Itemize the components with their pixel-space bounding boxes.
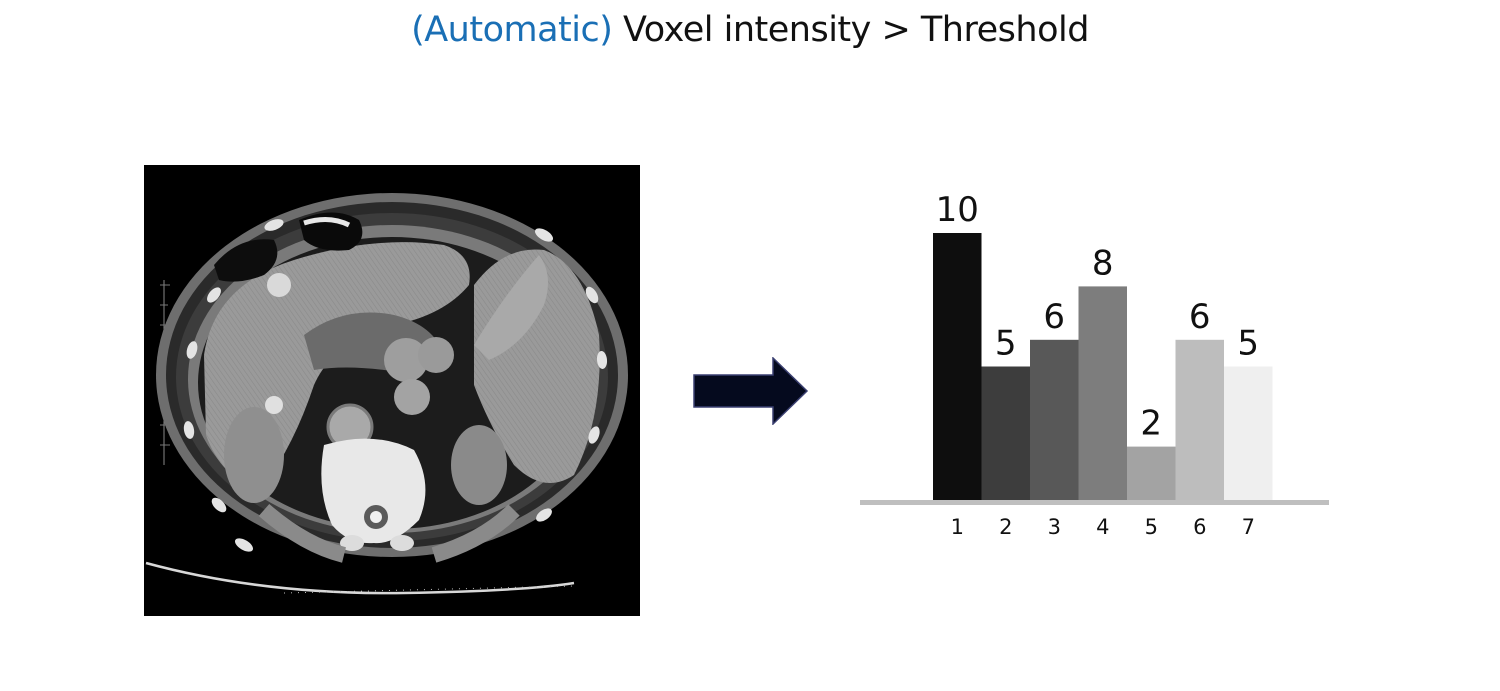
x-tick-label-4: 4 <box>1096 515 1109 539</box>
histogram-chart: 10 1 5 2 6 3 8 4 2 5 6 6 5 7 <box>840 150 1340 555</box>
x-tick-label-2: 2 <box>999 515 1012 539</box>
title-prefix: (Automatic) <box>411 10 613 50</box>
bar-4 <box>1078 286 1127 500</box>
bar-value-label-2: 5 <box>995 324 1017 364</box>
chart-baseline <box>860 500 1329 505</box>
bar-value-label-4: 8 <box>1092 243 1114 283</box>
x-tick-label-6: 6 <box>1193 515 1206 539</box>
ct-scan-drawing <box>145 193 628 595</box>
bar-2 <box>981 366 1030 500</box>
x-tick-label-1: 1 <box>951 515 964 539</box>
ct-scan-image <box>144 165 640 616</box>
bar-value-label-3: 6 <box>1043 297 1065 337</box>
bar-3 <box>1030 339 1079 500</box>
x-tick-label-5: 5 <box>1145 515 1158 539</box>
bar-1 <box>933 233 982 500</box>
title-text: Voxel intensity > Threshold <box>623 10 1089 50</box>
bar-7 <box>1224 366 1273 500</box>
right-arrow-icon <box>693 356 809 430</box>
x-tick-label-7: 7 <box>1242 515 1255 539</box>
page-title: (Automatic) Voxel intensity > Threshold <box>0 10 1500 50</box>
bar-6 <box>1175 339 1224 500</box>
bar-value-label-1: 10 <box>936 190 979 230</box>
bar-value-label-5: 2 <box>1140 404 1162 444</box>
x-tick-label-3: 3 <box>1048 515 1061 539</box>
bar-value-label-7: 5 <box>1237 324 1259 364</box>
bar-value-label-6: 6 <box>1189 297 1211 337</box>
bar-5 <box>1127 446 1176 500</box>
